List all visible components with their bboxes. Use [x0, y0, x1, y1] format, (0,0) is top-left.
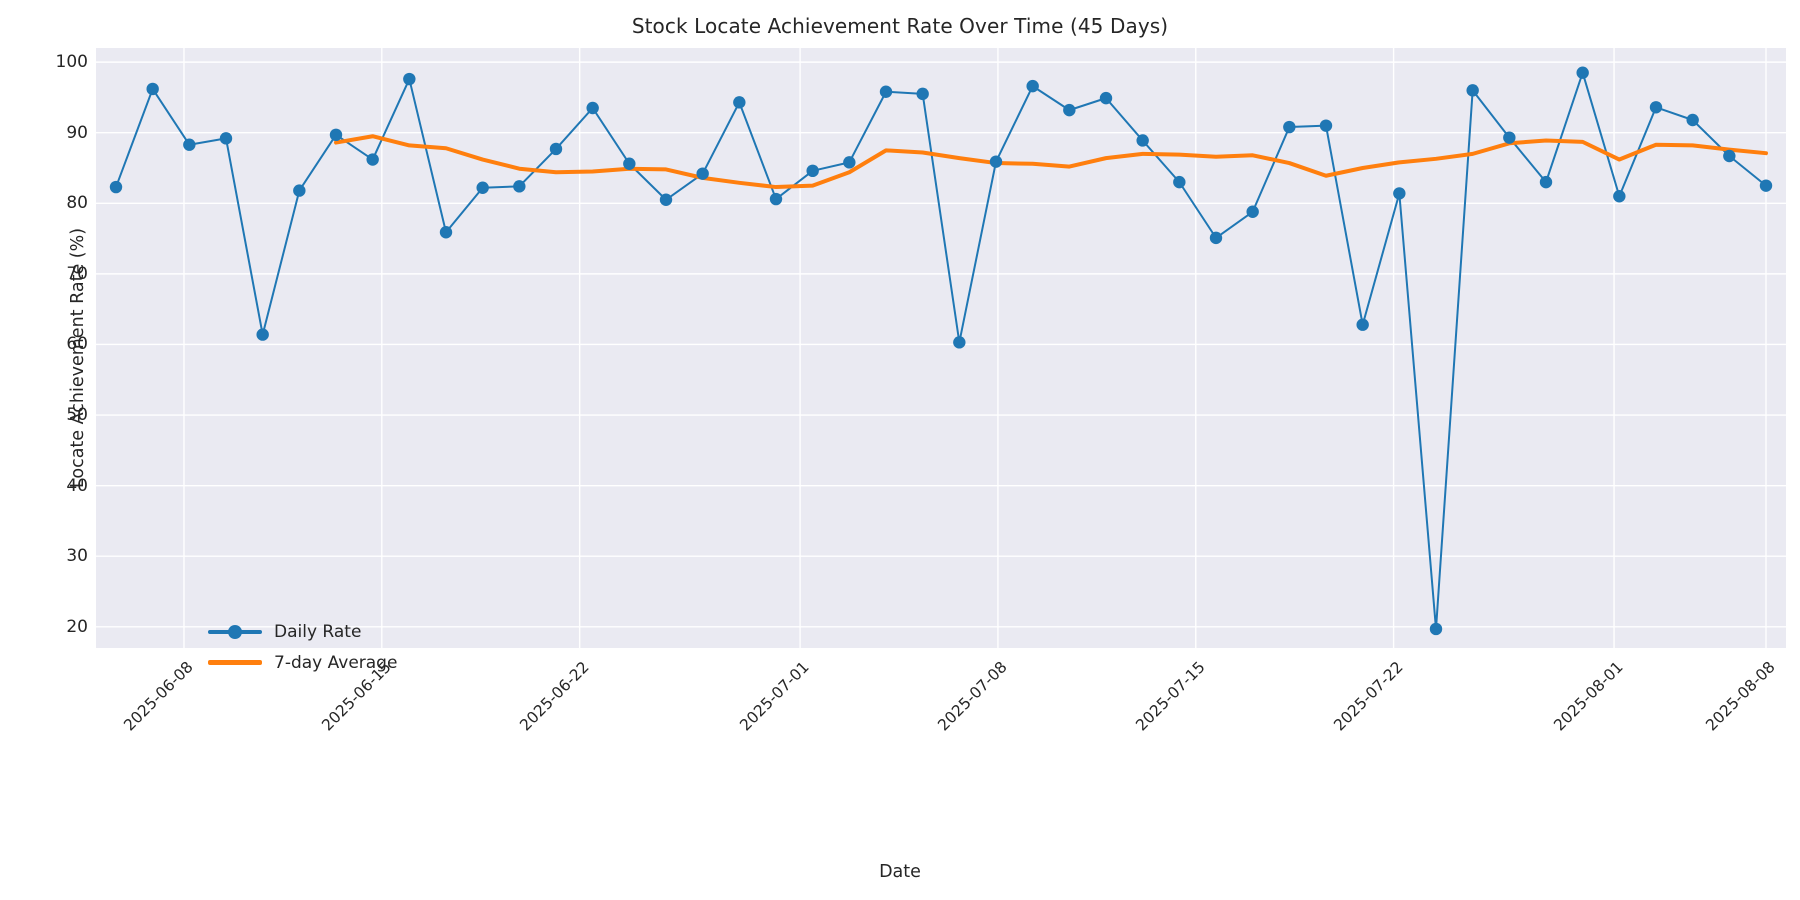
- series-line-daily-rate: [115, 71, 1767, 630]
- y-axis-tick-label: 70: [66, 263, 88, 284]
- y-axis-tick-label: 100: [55, 52, 88, 73]
- y-axis-tick-label: 60: [66, 334, 88, 355]
- data-point: [1356, 318, 1369, 331]
- legend-swatch-seven-day-average: [208, 653, 262, 673]
- data-point: [146, 82, 159, 96]
- y-axis-tick-label: 80: [66, 193, 88, 214]
- data-point: [879, 85, 893, 98]
- data-point: [843, 156, 856, 169]
- page-title: Stock Locate Achievement Rate Over Time …: [631, 14, 1169, 38]
- data-point: [549, 142, 563, 156]
- x-axis-tick-label: 2025-07-15: [1132, 658, 1209, 735]
- data-point: [183, 138, 196, 151]
- y-axis-tick-label: 30: [66, 546, 88, 567]
- legend-item-daily-rate[interactable]: Daily Rate: [208, 616, 397, 647]
- data-point: [329, 128, 343, 142]
- data-point: [696, 167, 709, 180]
- legend-swatch-daily-rate: [208, 622, 262, 642]
- y-axis-tick-label: 40: [66, 475, 88, 496]
- data-point: [366, 153, 379, 166]
- data-point: [219, 132, 233, 145]
- y-axis-tick-label: 20: [66, 616, 88, 637]
- data-point: [1649, 101, 1663, 114]
- data-point: [769, 192, 783, 206]
- x-axis-label: Date: [879, 862, 921, 882]
- chart-legend: Daily Rate 7-day Average: [200, 608, 407, 686]
- x-axis-ticks: 2025-06-08 2025-06-15 2025-06-22 2025-07-01…: [0, 658, 1800, 818]
- data-point: [586, 101, 599, 115]
- x-axis-tick-label: 2025-08-01: [1550, 658, 1627, 735]
- data-point: [733, 96, 746, 109]
- series-line-7-day-average: [334, 134, 1768, 190]
- data-point: [1686, 113, 1699, 127]
- data-point: [1173, 175, 1186, 189]
- data-point: [1099, 91, 1113, 105]
- x-axis-tick-label: 2025-08-08: [1702, 658, 1779, 735]
- legend-label-daily-rate: Daily Rate: [274, 621, 362, 642]
- data-point: [1136, 134, 1149, 147]
- data-point: [439, 226, 453, 239]
- data-point: [1613, 190, 1626, 203]
- data-point: [293, 184, 306, 197]
- data-point: [659, 193, 673, 206]
- data-point: [403, 72, 416, 86]
- x-axis-tick-label: 2025-06-22: [515, 658, 593, 735]
- data-point: [1429, 622, 1443, 636]
- data-point: [1759, 179, 1773, 192]
- data-point: [806, 164, 819, 178]
- x-axis-tick-label: 2025-07-01: [736, 658, 813, 735]
- x-axis-tick-label: 2025-07-22: [1329, 658, 1407, 735]
- data-point: [1209, 231, 1223, 245]
- data-point: [1246, 205, 1259, 218]
- data-point: [513, 180, 526, 193]
- data-point: [1576, 66, 1589, 79]
- y-axis-tick-label: 90: [66, 122, 88, 143]
- series-layer: [109, 66, 1773, 636]
- grid-layer: [96, 48, 1786, 648]
- data-point: [109, 180, 123, 194]
- data-point: [953, 336, 966, 349]
- legend-item-seven-day-average[interactable]: 7-day Average: [208, 647, 397, 678]
- data-point: [1393, 187, 1406, 200]
- y-axis-tick-label: 50: [66, 405, 88, 426]
- data-point: [623, 157, 636, 170]
- legend-label-seven-day-average: 7-day Average: [274, 652, 398, 673]
- data-point: [1319, 119, 1333, 132]
- data-point: [476, 181, 489, 194]
- y-axis-label: Locate Achievement Rate (%): [68, 227, 88, 489]
- data-point: [1539, 175, 1553, 189]
- data-point: [916, 87, 929, 101]
- data-point: [256, 328, 269, 341]
- x-axis-tick-label: 2025-06-08: [120, 658, 197, 735]
- plot-area: Daily Rate 7-day Average: [96, 48, 1786, 673]
- data-point: [1063, 103, 1076, 117]
- plot-svg: [96, 48, 1786, 648]
- data-point: [989, 155, 1003, 168]
- data-point: [1283, 120, 1296, 134]
- data-point: [1466, 84, 1479, 97]
- data-point: [1026, 79, 1039, 93]
- x-axis-tick-label: 2025-06-15: [318, 658, 395, 735]
- x-axis-tick-label: 2025-07-08: [934, 658, 1011, 735]
- data-point: [1503, 131, 1516, 144]
- data-point: [1723, 149, 1736, 163]
